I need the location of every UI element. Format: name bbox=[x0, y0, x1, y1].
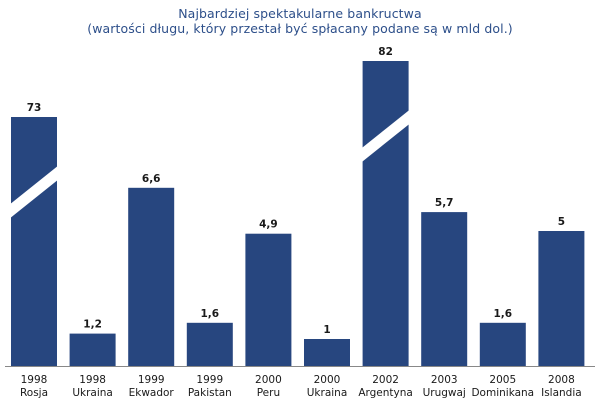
x-tick-year-10: 2008 bbox=[548, 374, 575, 386]
data-label-2: 1,2 bbox=[83, 319, 102, 331]
x-tick-year-6: 2000 bbox=[314, 374, 341, 386]
bar-8 bbox=[421, 212, 468, 366]
x-tick-country-9: Dominikana bbox=[471, 387, 534, 399]
x-tick-country-2: Ukraina bbox=[72, 387, 113, 399]
data-label-1: 73 bbox=[27, 102, 42, 114]
x-tick-country-6: Ukraina bbox=[307, 387, 348, 399]
data-label-8: 5,7 bbox=[435, 197, 454, 209]
x-tick-country-4: Pakistan bbox=[188, 387, 232, 399]
data-label-10: 5 bbox=[558, 216, 565, 228]
bar-3 bbox=[128, 187, 175, 366]
bar-10 bbox=[538, 231, 585, 366]
bar-1 bbox=[11, 117, 57, 366]
data-label-5: 4,9 bbox=[259, 219, 278, 231]
chart-title: Najbardziej spektakularne bankructwa bbox=[178, 6, 422, 21]
bar-9 bbox=[479, 322, 526, 366]
data-label-7: 82 bbox=[378, 46, 393, 58]
chart-subtitle: (wartości długu, który przestał być spła… bbox=[87, 21, 513, 36]
bar-4 bbox=[186, 322, 233, 366]
x-tick-country-8: Urugwaj bbox=[423, 387, 466, 399]
bar-7 bbox=[362, 61, 409, 366]
bar-break-mark-1 bbox=[9, 165, 59, 219]
x-tick-country-7: Argentyna bbox=[358, 387, 413, 399]
x-tick-year-7: 2002 bbox=[372, 374, 399, 386]
x-tick-year-3: 1999 bbox=[138, 374, 165, 386]
x-tick-year-5: 2000 bbox=[255, 374, 282, 386]
bar-2 bbox=[69, 333, 116, 366]
bar-6 bbox=[304, 339, 350, 366]
x-tick-country-3: Ekwador bbox=[129, 387, 175, 399]
data-label-6: 1 bbox=[323, 324, 330, 336]
x-tick-country-5: Peru bbox=[257, 387, 280, 399]
x-tick-country-1: Rosja bbox=[20, 387, 48, 399]
data-label-3: 6,6 bbox=[142, 173, 161, 185]
bar-break-mark-7 bbox=[360, 109, 411, 163]
data-label-9: 1,6 bbox=[493, 308, 512, 320]
x-tick-year-1: 1998 bbox=[21, 374, 48, 386]
x-tick-year-9: 2005 bbox=[489, 374, 516, 386]
x-tick-year-8: 2003 bbox=[431, 374, 458, 386]
x-tick-year-2: 1998 bbox=[79, 374, 106, 386]
x-tick-year-4: 1999 bbox=[196, 374, 223, 386]
x-tick-country-10: Islandia bbox=[541, 387, 582, 399]
data-label-4: 1,6 bbox=[200, 308, 219, 320]
bar-5 bbox=[245, 233, 292, 366]
